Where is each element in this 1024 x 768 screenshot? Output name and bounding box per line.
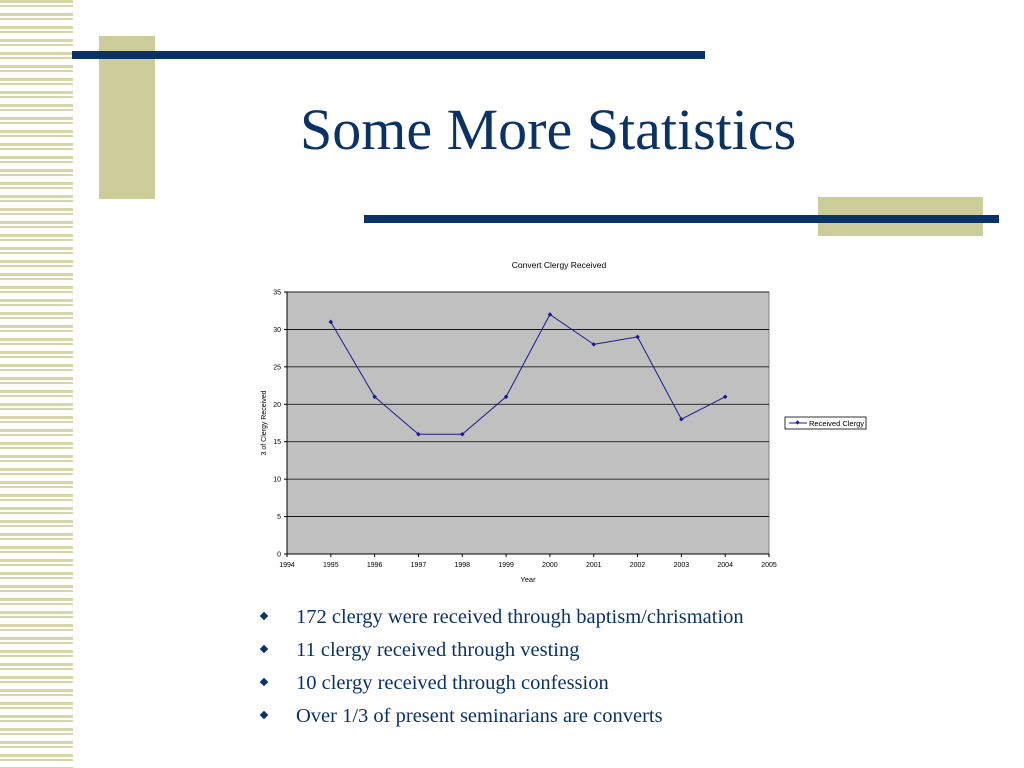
bullet-item: 172 clergy were received through baptism… xyxy=(258,603,744,636)
bullet-text: Over 1/3 of present seminarians are conv… xyxy=(296,705,663,727)
y-tick-label: 25 xyxy=(273,364,281,371)
y-tick-labels: 0 5 10 15 20 25 30 35 xyxy=(273,290,287,559)
y-tick-label: 10 xyxy=(273,477,281,484)
diamond-icon xyxy=(259,710,269,720)
diamond-icon xyxy=(259,611,269,621)
series-line-received-clergy xyxy=(330,313,726,435)
x-tick-label: 1994 xyxy=(279,562,295,569)
legend: Received Clergy xyxy=(784,416,867,430)
bullet-item: Over 1/3 of present seminarians are conv… xyxy=(258,702,744,735)
x-tick-label: 1998 xyxy=(454,562,470,569)
plot-area xyxy=(286,291,770,555)
y-tick-label: 20 xyxy=(273,402,281,409)
bullet-item: 11 clergy received through vesting xyxy=(258,636,744,669)
bullet-text: 10 clergy received through confession xyxy=(296,672,609,694)
y-tick-label: 5 xyxy=(277,514,281,521)
slide-title: Some More Statistics xyxy=(300,97,797,162)
bullet-text: 11 clergy received through vesting xyxy=(296,639,580,661)
bullet-list: 172 clergy were received through baptism… xyxy=(258,603,744,735)
y-tick-label: 35 xyxy=(273,290,281,297)
diamond-icon xyxy=(259,677,269,687)
x-tick-label: 1996 xyxy=(367,562,383,569)
bullet-item: 10 clergy received through confession xyxy=(258,669,744,702)
line-chart: Convert Clergy Received 0 5 10 15 20 25 30 35 1… xyxy=(261,260,867,584)
data-point xyxy=(416,431,421,437)
x-tick-label: 2001 xyxy=(586,562,602,569)
navy-rule-top xyxy=(72,51,705,59)
x-tick-label: 2003 xyxy=(674,562,690,569)
diamond-icon xyxy=(259,644,269,654)
bullet-text: 172 clergy were received through baptism… xyxy=(296,606,744,628)
x-axis-label: Year xyxy=(520,575,536,584)
x-tick-label: 2005 xyxy=(761,562,777,569)
side-stripe-decoration xyxy=(0,0,73,768)
x-tick-label: 2004 xyxy=(717,562,733,569)
navy-rule-right xyxy=(364,215,999,223)
data-point xyxy=(722,394,728,400)
x-tick-label: 1995 xyxy=(323,562,339,569)
data-point xyxy=(372,394,377,400)
gridlines xyxy=(287,291,769,517)
legend-label: Received Clergy xyxy=(809,419,864,428)
tan-accent-block-top xyxy=(99,36,155,199)
y-tick-label: 15 xyxy=(273,439,281,446)
chart-title: Convert Clergy Received xyxy=(512,260,607,270)
x-tick-labels: 1994 1995 1996 1997 1998 1999 2000 2001 2002 2003… xyxy=(279,554,777,569)
x-tick-label: 1997 xyxy=(411,562,427,569)
x-tick-label: 2002 xyxy=(630,562,646,569)
legend-box xyxy=(784,416,867,430)
y-tick-label: 0 xyxy=(277,552,281,559)
x-tick-label: 2000 xyxy=(542,562,558,569)
y-tick-label: 30 xyxy=(273,327,281,334)
x-tick-label: 1999 xyxy=(498,562,514,569)
y-axis-label: 3 of Clergy Received xyxy=(261,390,268,455)
